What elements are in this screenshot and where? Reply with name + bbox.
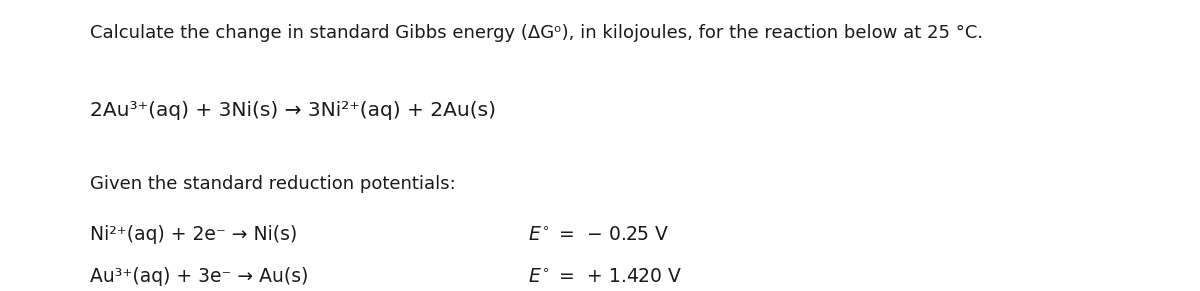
Text: $E^{\!\circ}$ =  − 0.25 V: $E^{\!\circ}$ = − 0.25 V	[528, 225, 670, 244]
Text: Calculate the change in standard Gibbs energy (ΔGᵒ), in kilojoules, for the reac: Calculate the change in standard Gibbs e…	[90, 24, 983, 42]
Text: Given the standard reduction potentials:: Given the standard reduction potentials:	[90, 175, 456, 193]
Text: 2Au³⁺(aq) + 3Ni(s) → 3Ni²⁺(aq) + 2Au(s): 2Au³⁺(aq) + 3Ni(s) → 3Ni²⁺(aq) + 2Au(s)	[90, 101, 496, 120]
Text: $E^{\!\circ}$ =  + 1.420 V: $E^{\!\circ}$ = + 1.420 V	[528, 267, 683, 286]
Text: Ni²⁺(aq) + 2e⁻ → Ni(s): Ni²⁺(aq) + 2e⁻ → Ni(s)	[90, 225, 298, 244]
Text: Au³⁺(aq) + 3e⁻ → Au(s): Au³⁺(aq) + 3e⁻ → Au(s)	[90, 267, 308, 286]
